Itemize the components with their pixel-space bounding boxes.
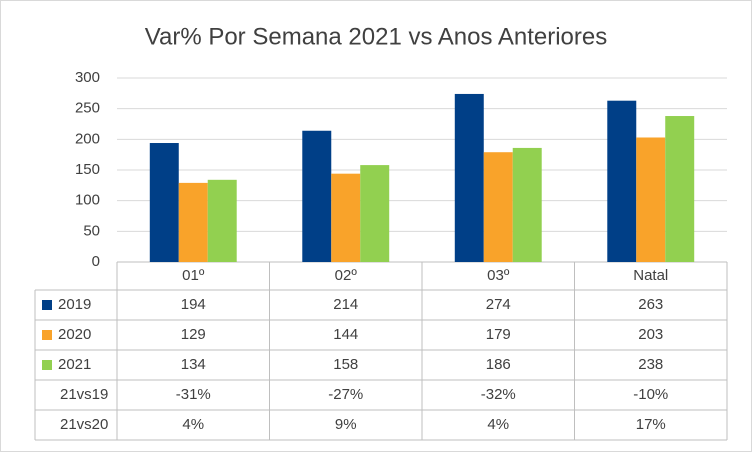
- y-tick-label: 100: [75, 192, 100, 209]
- bar: [607, 100, 637, 263]
- bar: [149, 143, 179, 262]
- table-cell: 134: [181, 356, 206, 373]
- y-tick-label: 200: [75, 130, 100, 147]
- chart-title: Var% Por Semana 2021 vs Anos Anteriores: [145, 23, 607, 50]
- legend-key: [42, 330, 52, 340]
- y-tick-label: 0: [92, 253, 100, 270]
- table-cell: 129: [181, 326, 206, 343]
- bar: [665, 116, 695, 262]
- table-cell: 4%: [487, 416, 509, 433]
- bar: [512, 147, 542, 262]
- table-cell: 4%: [182, 416, 204, 433]
- table-cell: -10%: [633, 386, 668, 403]
- y-tick-label: 300: [75, 69, 100, 86]
- bar: [178, 182, 208, 262]
- table-cell: 9%: [335, 416, 357, 433]
- x-tick-label: 03º: [487, 267, 510, 284]
- bar: [302, 130, 332, 262]
- table-cell: 17%: [636, 416, 666, 433]
- table-cell: -31%: [176, 386, 211, 403]
- legend-key: [42, 300, 52, 310]
- table-cell: 186: [486, 356, 511, 373]
- table-cell: 144: [333, 326, 358, 343]
- table-cell: -32%: [481, 386, 516, 403]
- table-cell: 158: [333, 356, 358, 373]
- y-tick-label: 150: [75, 161, 100, 178]
- row-label: 21vs19: [60, 386, 108, 403]
- table-cell: 238: [638, 356, 663, 373]
- table-cell: 194: [181, 296, 206, 313]
- table-cell: -27%: [328, 386, 363, 403]
- x-tick-label: 01º: [182, 267, 205, 284]
- bar: [636, 137, 666, 262]
- bar: [360, 165, 390, 262]
- table-cell: 274: [486, 296, 511, 313]
- x-tick-label: 02º: [335, 267, 358, 284]
- legend-label: 2020: [58, 326, 91, 343]
- bar: [331, 173, 361, 262]
- table-cell: 263: [638, 296, 663, 313]
- y-tick-label: 250: [75, 100, 100, 117]
- bar: [483, 152, 513, 262]
- bar: [454, 93, 484, 263]
- table-cell: 214: [333, 296, 358, 313]
- y-tick-label: 50: [83, 222, 100, 239]
- table-cell: 179: [486, 326, 511, 343]
- table-cell: 203: [638, 326, 663, 343]
- bar: [207, 179, 237, 262]
- x-tick-label: Natal: [633, 267, 668, 284]
- legend-label: 2019: [58, 296, 91, 313]
- legend-label: 2021: [58, 356, 91, 373]
- row-label: 21vs20: [60, 416, 108, 433]
- legend-key: [42, 360, 52, 370]
